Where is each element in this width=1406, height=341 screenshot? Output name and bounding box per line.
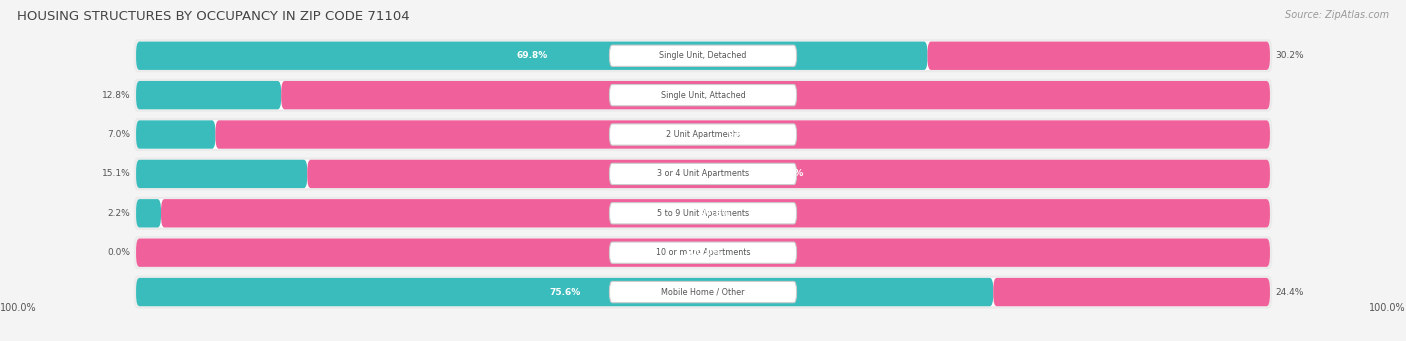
FancyBboxPatch shape — [609, 163, 797, 184]
FancyBboxPatch shape — [134, 118, 1272, 151]
Text: 87.2%: 87.2% — [759, 91, 792, 100]
FancyBboxPatch shape — [162, 199, 1270, 227]
Text: 15.1%: 15.1% — [101, 169, 131, 178]
FancyBboxPatch shape — [281, 81, 1270, 109]
FancyBboxPatch shape — [609, 203, 797, 224]
Text: Source: ZipAtlas.com: Source: ZipAtlas.com — [1285, 10, 1389, 20]
FancyBboxPatch shape — [136, 238, 1270, 267]
FancyBboxPatch shape — [609, 45, 797, 66]
Text: HOUSING STRUCTURES BY OCCUPANCY IN ZIP CODE 71104: HOUSING STRUCTURES BY OCCUPANCY IN ZIP C… — [17, 10, 409, 23]
Text: Single Unit, Attached: Single Unit, Attached — [661, 91, 745, 100]
Text: 3 or 4 Unit Apartments: 3 or 4 Unit Apartments — [657, 169, 749, 178]
FancyBboxPatch shape — [134, 39, 1272, 72]
Text: 2.2%: 2.2% — [108, 209, 131, 218]
Text: 12.8%: 12.8% — [101, 91, 131, 100]
FancyBboxPatch shape — [609, 124, 797, 145]
Text: 69.8%: 69.8% — [516, 51, 547, 60]
FancyBboxPatch shape — [609, 281, 797, 303]
FancyBboxPatch shape — [136, 120, 215, 149]
FancyBboxPatch shape — [136, 42, 1270, 70]
FancyBboxPatch shape — [136, 199, 1270, 227]
FancyBboxPatch shape — [928, 42, 1270, 70]
FancyBboxPatch shape — [308, 160, 1270, 188]
FancyBboxPatch shape — [136, 238, 1270, 267]
Text: 93.0%: 93.0% — [727, 130, 758, 139]
FancyBboxPatch shape — [136, 160, 308, 188]
Text: 2 Unit Apartments: 2 Unit Apartments — [666, 130, 740, 139]
Text: 10 or more Apartments: 10 or more Apartments — [655, 248, 751, 257]
FancyBboxPatch shape — [136, 278, 1270, 306]
Text: 100.0%: 100.0% — [0, 302, 37, 313]
FancyBboxPatch shape — [134, 197, 1272, 230]
FancyBboxPatch shape — [609, 242, 797, 263]
Text: 75.6%: 75.6% — [548, 287, 581, 297]
FancyBboxPatch shape — [134, 276, 1272, 309]
Text: Single Unit, Detached: Single Unit, Detached — [659, 51, 747, 60]
Text: 100.0%: 100.0% — [685, 248, 721, 257]
Text: 84.9%: 84.9% — [773, 169, 804, 178]
FancyBboxPatch shape — [134, 79, 1272, 112]
FancyBboxPatch shape — [136, 278, 993, 306]
FancyBboxPatch shape — [609, 85, 797, 106]
FancyBboxPatch shape — [136, 42, 928, 70]
Text: 24.4%: 24.4% — [1275, 287, 1303, 297]
Text: 100.0%: 100.0% — [1369, 302, 1406, 313]
FancyBboxPatch shape — [136, 160, 1270, 188]
FancyBboxPatch shape — [136, 120, 1270, 149]
Text: 0.0%: 0.0% — [107, 248, 131, 257]
Text: 97.8%: 97.8% — [700, 209, 731, 218]
Text: 30.2%: 30.2% — [1275, 51, 1305, 60]
FancyBboxPatch shape — [215, 120, 1270, 149]
FancyBboxPatch shape — [136, 199, 162, 227]
Text: 7.0%: 7.0% — [107, 130, 131, 139]
FancyBboxPatch shape — [136, 81, 281, 109]
FancyBboxPatch shape — [134, 157, 1272, 191]
FancyBboxPatch shape — [993, 278, 1270, 306]
Text: Mobile Home / Other: Mobile Home / Other — [661, 287, 745, 297]
FancyBboxPatch shape — [136, 81, 1270, 109]
Text: 5 to 9 Unit Apartments: 5 to 9 Unit Apartments — [657, 209, 749, 218]
FancyBboxPatch shape — [134, 236, 1272, 269]
